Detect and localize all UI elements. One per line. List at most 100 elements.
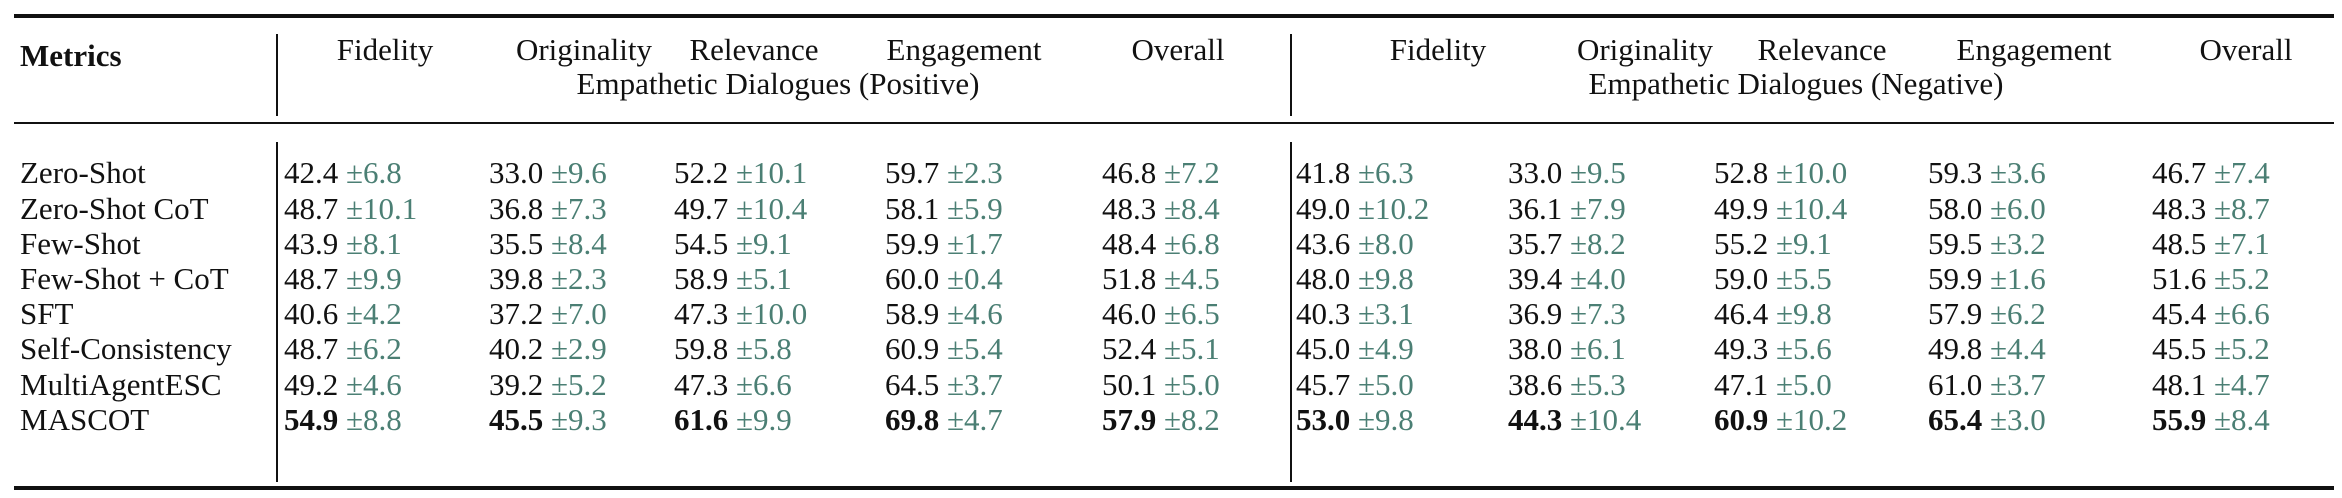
cell-mean: 60.9 bbox=[885, 331, 940, 366]
cell-positive-engagement: 59.9 ±1.7 bbox=[885, 227, 1003, 261]
cell-std: ±9.3 bbox=[551, 402, 607, 437]
cell-std: ±8.0 bbox=[1358, 226, 1414, 261]
row-label: SFT bbox=[20, 296, 74, 331]
corner-label: Metrics bbox=[20, 38, 122, 73]
cell-std: ±4.0 bbox=[1570, 261, 1626, 296]
column-header-relevance-positive: Relevance bbox=[689, 32, 819, 67]
cell-positive-fidelity: 49.2 ±4.6 bbox=[284, 368, 402, 402]
cell-std: ±9.8 bbox=[1358, 261, 1414, 296]
cell-std: ±10.4 bbox=[736, 191, 808, 226]
cell-positive-engagement: 58.1 ±5.9 bbox=[885, 192, 1003, 226]
cell-std: ±6.8 bbox=[1164, 226, 1220, 261]
column-header-engagement-positive: Engagement bbox=[886, 32, 1042, 67]
cell-mean: 45.5 bbox=[2152, 331, 2207, 366]
cell-std: ±6.2 bbox=[1990, 296, 2046, 331]
cell-mean: 65.4 bbox=[1928, 402, 1983, 437]
cell-std: ±4.4 bbox=[1990, 331, 2046, 366]
cell-mean: 59.3 bbox=[1928, 155, 1983, 190]
cell-std: ±3.0 bbox=[1990, 402, 2046, 437]
column-header-overall-positive: Overall bbox=[1131, 32, 1225, 67]
cell-positive-engagement: 58.9 ±4.6 bbox=[885, 297, 1003, 331]
cell-negative-engagement: 59.3 ±3.6 bbox=[1928, 156, 2046, 190]
cell-mean: 47.1 bbox=[1714, 367, 1769, 402]
cell-std: ±1.6 bbox=[1990, 261, 2046, 296]
cell-mean: 38.6 bbox=[1508, 367, 1563, 402]
cell-mean: 47.3 bbox=[674, 296, 729, 331]
cell-mean: 40.3 bbox=[1296, 296, 1351, 331]
table-row: Few-Shot 43.9 ±8.1 35.5 ±8.4 54.5 ±9.1 59.9 … bbox=[14, 227, 2334, 261]
cell-std: ±9.8 bbox=[1776, 296, 1832, 331]
row-label: Zero-Shot bbox=[20, 155, 146, 190]
cell-positive-originality: 39.8 ±2.3 bbox=[489, 262, 607, 296]
cell-mean: 39.4 bbox=[1508, 261, 1563, 296]
cell-positive-overall: 46.8 ±7.2 bbox=[1102, 156, 1220, 190]
cell-std: ±6.5 bbox=[1164, 296, 1220, 331]
column-header-originality-positive: Originality bbox=[515, 32, 653, 67]
cell-positive-originality: 40.2 ±2.9 bbox=[489, 332, 607, 366]
cell-negative-engagement: 61.0 ±3.7 bbox=[1928, 368, 2046, 402]
cell-negative-overall: 45.5 ±5.2 bbox=[2152, 332, 2270, 366]
cell-std: ±5.5 bbox=[1776, 261, 1832, 296]
cell-std: ±2.3 bbox=[947, 155, 1003, 190]
cell-negative-fidelity: 49.0 ±10.2 bbox=[1296, 192, 1429, 226]
cell-positive-fidelity: 54.9 ±8.8 bbox=[284, 403, 402, 437]
cell-positive-relevance: 47.3 ±6.6 bbox=[674, 368, 792, 402]
cell-mean: 41.8 bbox=[1296, 155, 1351, 190]
cell-mean: 48.7 bbox=[284, 191, 339, 226]
cell-std: ±5.1 bbox=[1164, 331, 1220, 366]
group-divider bbox=[1290, 34, 1292, 116]
cell-negative-overall: 48.5 ±7.1 bbox=[2152, 227, 2270, 261]
row-label: Few-Shot bbox=[20, 226, 141, 261]
cell-std: ±6.1 bbox=[1570, 331, 1626, 366]
cell-mean: 59.0 bbox=[1714, 261, 1769, 296]
cell-std: ±7.9 bbox=[1570, 191, 1626, 226]
cell-std: ±3.2 bbox=[1990, 226, 2046, 261]
table-row: SFT 40.6 ±4.2 37.2 ±7.0 47.3 ±10.0 58.9 ±4.6… bbox=[14, 297, 2334, 331]
cell-mean: 58.9 bbox=[674, 261, 729, 296]
table-row: Zero-Shot 42.4 ±6.8 33.0 ±9.6 52.2 ±10.1 59.… bbox=[14, 156, 2334, 190]
cell-negative-relevance: 47.1 ±5.0 bbox=[1714, 368, 1832, 402]
cell-std: ±8.7 bbox=[2214, 191, 2270, 226]
cell-mean: 33.0 bbox=[1508, 155, 1563, 190]
cell-mean: 40.6 bbox=[284, 296, 339, 331]
cell-negative-engagement: 58.0 ±6.0 bbox=[1928, 192, 2046, 226]
cell-positive-relevance: 61.6 ±9.9 bbox=[674, 403, 792, 437]
metrics-divider bbox=[276, 34, 278, 116]
cell-positive-relevance: 49.7 ±10.4 bbox=[674, 192, 807, 226]
row-label: Few-Shot + CoT bbox=[20, 261, 229, 296]
cell-negative-fidelity: 43.6 ±8.0 bbox=[1296, 227, 1414, 261]
column-header-overall-negative: Overall bbox=[2199, 32, 2293, 67]
cell-std: ±10.2 bbox=[1358, 191, 1430, 226]
cell-negative-overall: 51.6 ±5.2 bbox=[2152, 262, 2270, 296]
cell-positive-fidelity: 42.4 ±6.8 bbox=[284, 156, 402, 190]
cell-mean: 58.9 bbox=[885, 296, 940, 331]
cell-negative-relevance: 46.4 ±9.8 bbox=[1714, 297, 1832, 331]
cell-mean: 59.8 bbox=[674, 331, 729, 366]
cell-negative-originality: 38.0 ±6.1 bbox=[1508, 332, 1626, 366]
cell-positive-engagement: 60.0 ±0.4 bbox=[885, 262, 1003, 296]
cell-std: ±5.2 bbox=[2214, 261, 2270, 296]
cell-mean: 36.9 bbox=[1508, 296, 1563, 331]
group-label-negative: Empathetic Dialogues (Negative) bbox=[1588, 66, 2004, 101]
cell-mean: 57.9 bbox=[1102, 402, 1157, 437]
cell-std: ±9.9 bbox=[736, 402, 792, 437]
cell-mean: 69.8 bbox=[885, 402, 940, 437]
cell-negative-originality: 39.4 ±4.0 bbox=[1508, 262, 1626, 296]
cell-positive-overall: 48.4 ±6.8 bbox=[1102, 227, 1220, 261]
cell-std: ±9.8 bbox=[1358, 402, 1414, 437]
cell-negative-relevance: 52.8 ±10.0 bbox=[1714, 156, 1847, 190]
cell-mean: 61.0 bbox=[1928, 367, 1983, 402]
cell-negative-engagement: 59.5 ±3.2 bbox=[1928, 227, 2046, 261]
cell-mean: 46.7 bbox=[2152, 155, 2207, 190]
cell-mean: 58.1 bbox=[885, 191, 940, 226]
cell-std: ±10.4 bbox=[1776, 191, 1848, 226]
cell-std: ±6.6 bbox=[736, 367, 792, 402]
cell-negative-fidelity: 40.3 ±3.1 bbox=[1296, 297, 1414, 331]
cell-mean: 45.4 bbox=[2152, 296, 2207, 331]
cell-std: ±5.6 bbox=[1776, 331, 1832, 366]
cell-std: ±0.4 bbox=[947, 261, 1003, 296]
cell-std: ±9.9 bbox=[346, 261, 402, 296]
cell-positive-engagement: 60.9 ±5.4 bbox=[885, 332, 1003, 366]
column-header-relevance-negative: Relevance bbox=[1757, 32, 1887, 67]
cell-positive-originality: 33.0 ±9.6 bbox=[489, 156, 607, 190]
